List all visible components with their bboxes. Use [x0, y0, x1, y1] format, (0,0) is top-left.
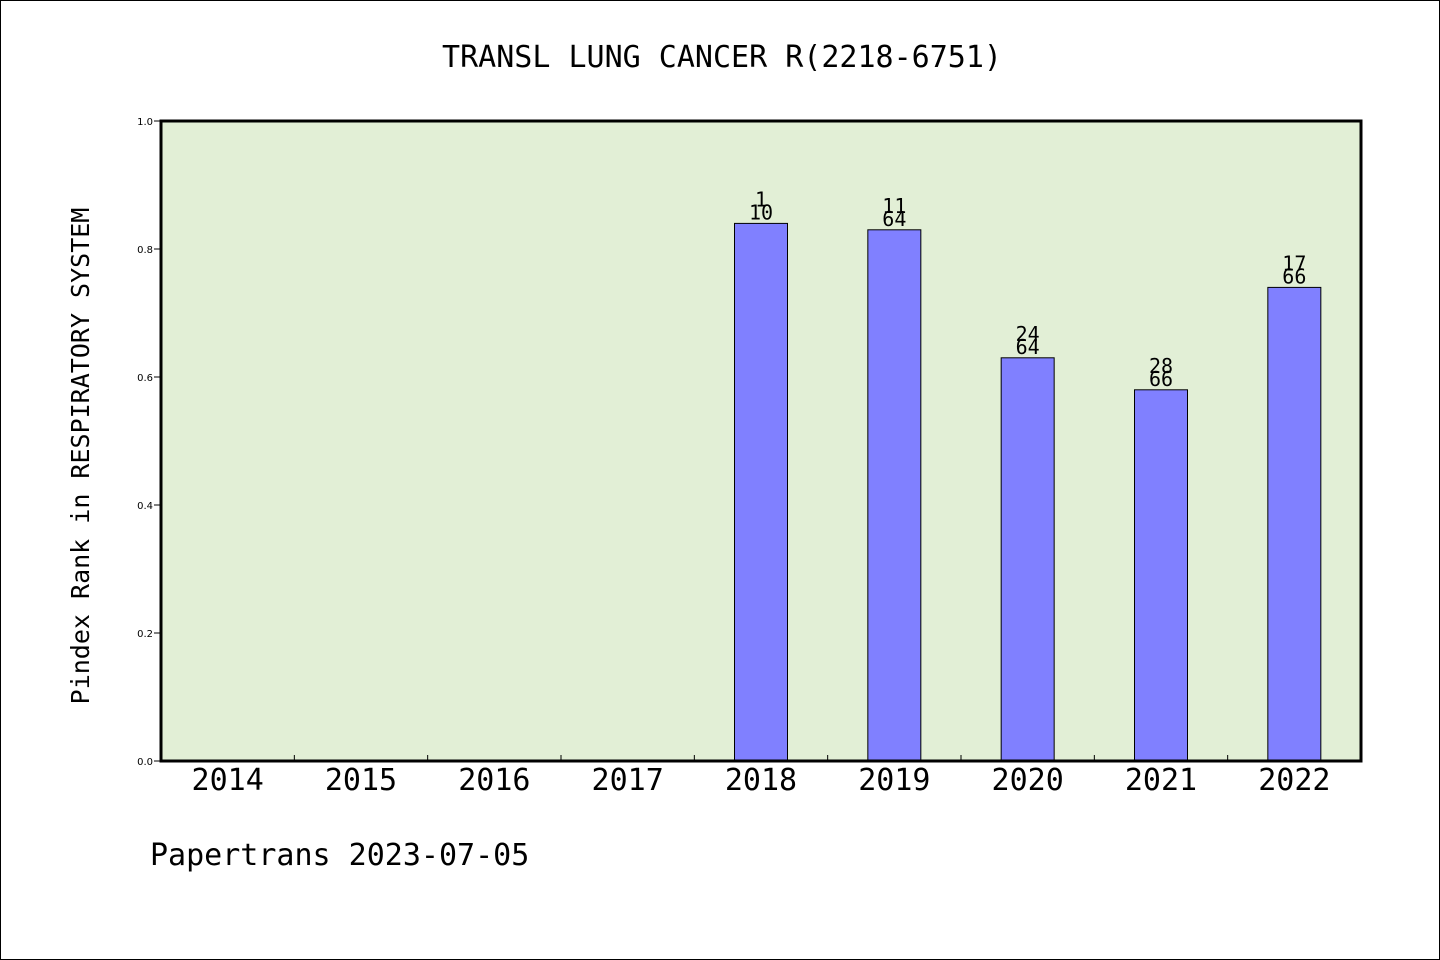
bar — [867, 229, 922, 762]
y-tick-label: 0.0 — [137, 757, 153, 768]
bar-label-total: 66 — [1282, 264, 1306, 288]
bar — [1000, 357, 1055, 762]
x-tick-label: 2021 — [1125, 763, 1197, 798]
x-tick-label: 2020 — [992, 763, 1064, 798]
x-tick-label: 2022 — [1258, 763, 1330, 798]
bar-label-rank: 24 — [1016, 322, 1040, 346]
x-tick-label: 2017 — [592, 763, 664, 798]
axis-ticks: 0.0 0.2 0.4 0.6 0.8 1.0 2014 2015 2016 2017 2018 20… — [137, 117, 1330, 798]
bar-label-rank: 17 — [1282, 251, 1306, 275]
y-tick-label: 1.0 — [137, 117, 153, 128]
bar-label-total: 66 — [1149, 367, 1173, 391]
y-tick-label: 0.8 — [137, 245, 153, 256]
bar — [1267, 286, 1322, 762]
x-tick-label: 2018 — [725, 763, 797, 798]
bar-label-total: 10 — [749, 200, 773, 224]
bar — [1134, 389, 1188, 762]
plot-frame — [159, 119, 1363, 763]
bar-label-total: 64 — [882, 207, 906, 231]
y-tick-label: 0.4 — [137, 501, 153, 512]
footer-credit: Papertrans 2023-07-05 — [150, 838, 529, 873]
chart-title: TRANSL LUNG CANCER R(2218-6751) — [442, 40, 1002, 75]
y-tick-label: 0.6 — [137, 373, 153, 384]
y-axis-label: Pindex Rank in RESPIRATORY SYSTEM — [66, 208, 95, 705]
bar-label-total: 64 — [1016, 335, 1040, 359]
bar-label-rank: 28 — [1149, 354, 1173, 378]
x-tick-label: 2019 — [858, 763, 930, 798]
y-tick-label: 0.2 — [137, 629, 153, 640]
x-tick-label: 2015 — [325, 763, 397, 798]
bar — [734, 222, 788, 762]
x-tick-label: 2016 — [458, 763, 530, 798]
bars — [734, 222, 1322, 762]
bar-label-rank: 1 — [755, 187, 767, 211]
x-tick-label: 2014 — [192, 763, 264, 798]
bar-label-rank: 11 — [882, 194, 906, 218]
